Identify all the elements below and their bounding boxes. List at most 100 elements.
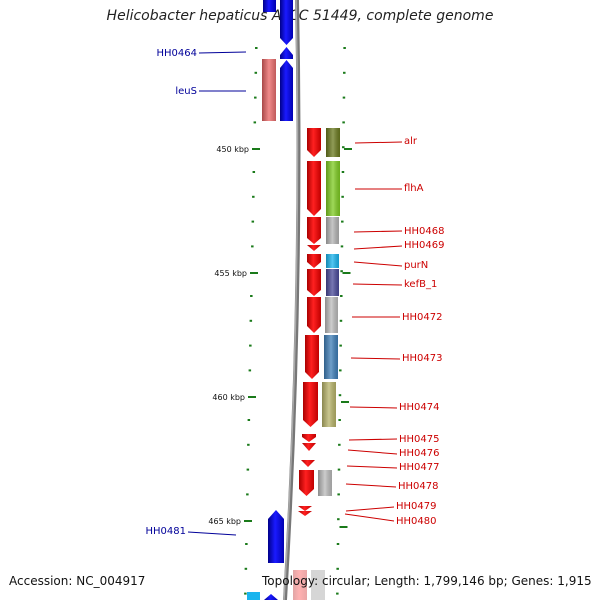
label-hh0480: HH0480 [396,516,437,527]
leader-hh0481 [187,531,237,536]
minor-tick-right [342,146,345,149]
label-hh0475: HH0475 [399,434,440,445]
minor-tick-right [342,96,346,99]
minor-tick-right [336,567,339,570]
minor-tick-right [336,592,339,595]
gene-flha [307,161,321,216]
minor-tick [246,468,250,471]
label-hh0473: HH0473 [402,353,443,364]
minor-tick [254,96,257,99]
label-hh0469: HH0469 [404,240,445,251]
gene-hh0476 [302,443,316,451]
minor-tick [246,493,249,496]
accession-text: Accession: NC_004917 [9,574,146,588]
gene-hh0480 [298,511,312,516]
leader-hh0476 [347,449,398,455]
minor-tick [248,369,252,372]
leader-hh0468 [353,230,403,233]
minor-tick [247,419,251,421]
minor-tick-right [338,394,342,397]
minor-tick [251,220,255,223]
minor-tick [249,319,253,322]
cog-shade-hh0474 [322,382,336,427]
gene-purn [307,254,321,268]
minor-tick-right [341,195,344,198]
leader-hh0475 [348,438,398,441]
label-hh0478: HH0478 [398,481,439,492]
minor-tick-right [338,419,341,421]
cog-shade-flha [326,161,340,216]
gene-hh0474 [303,382,318,427]
minor-tick [255,47,258,49]
label-flha: flhA [404,183,424,194]
minor-tick-right [339,369,342,372]
label-hh0477: HH0477 [399,462,440,473]
minor-tick [252,195,255,198]
cog-shade-hh0468 [326,217,339,244]
leader-hh0464 [198,51,247,54]
leader-kefb-1 [352,283,403,286]
reverse-genes [298,128,321,516]
minor-tick-right [337,518,340,521]
tick-label-465: 465 kbp [208,517,241,526]
cog-boxes [318,128,340,496]
minor-tick [254,71,258,74]
minor-tick-right [339,319,343,322]
minor-tick-right [342,121,345,124]
minor-tick [244,592,247,595]
minor-tick [247,443,250,446]
cog-shade-hh0472 [325,297,338,333]
label-hh0476: HH0476 [399,448,440,459]
label-hh0479: HH0479 [396,501,437,512]
label-alr: alr [404,136,418,147]
gene-hh0478 [299,470,314,496]
right-gene-labels: alr flhA HH0468 HH0469 purN kefB_1 HH0472 HH047… [344,136,445,527]
minor-tick-right [340,270,343,273]
gene-hh0477 [301,460,315,467]
minor-tick [245,543,248,545]
minor-tick-right [340,295,343,297]
cog-shade-purn [326,254,339,268]
gene-alr [307,128,321,157]
cog-shade-hh0473 [324,335,338,379]
gene-hh0481 [268,510,284,563]
cog-leus [262,59,276,121]
cog-shade-alr [326,128,340,157]
label-hh0464: HH0464 [157,48,198,59]
gene-hh0464 [280,47,293,59]
leader-hh0478 [345,483,397,488]
scale-ticks: 450 kbp 455 kbp 460 kbp 465 kbp [208,47,352,595]
gene-top-partial [263,0,276,12]
tick-label-455: 455 kbp [214,269,247,278]
minor-tick-right [337,493,340,496]
cog-bottom-partial [247,592,260,600]
minor-tick [253,121,257,124]
label-purn: purN [404,260,428,271]
leader-hh0477 [346,465,398,469]
minor-tick-right [339,344,342,347]
minor-tick [244,567,248,570]
gene-hh0479 [298,506,312,511]
minor-tick-right [343,71,346,74]
minor-tick-right [341,171,345,173]
minor-tick [250,295,253,297]
minor-tick-right [343,47,346,49]
leader-purn [353,261,403,267]
label-hh0481: HH0481 [146,526,187,537]
label-hh0472: HH0472 [402,312,443,323]
cog-shade-kefb-1 [326,269,339,296]
genome-backbone [283,0,301,600]
gene-top-partial-2 [280,0,293,45]
tick-label-460: 460 kbp [212,393,245,402]
gene-hh0475 [302,434,316,442]
leader-hh0479 [345,506,395,512]
genome-summary-text: Topology: circular; Length: 1,799,146 bp… [262,574,592,588]
leader-hh0480 [344,513,395,522]
leader-hh0474 [349,406,398,409]
leader-alr [354,141,403,144]
cog-shade-hh0478 [318,470,332,496]
cog-bottom-partial-grey [311,570,325,600]
gene-leus [280,60,293,121]
label-kefb-1: kefB_1 [404,279,437,290]
